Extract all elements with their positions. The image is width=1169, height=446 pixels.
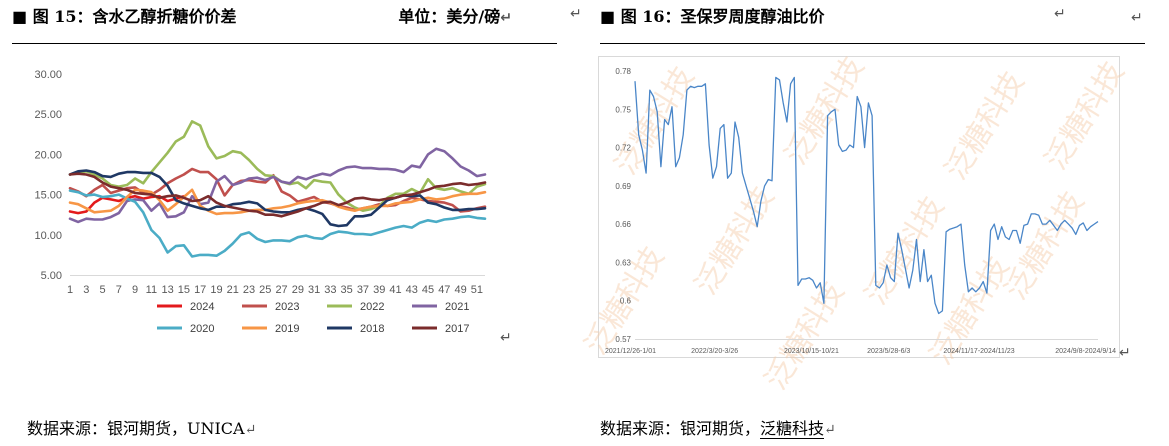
series-2021-line: [68, 147, 487, 224]
x-tick-label: 2023/10/15-10/21: [784, 348, 839, 355]
x-tick-label: 3: [83, 284, 89, 296]
figure-16-title-text: 图 16：圣保罗周度醇油比价: [620, 7, 825, 26]
x-tick-label: 45: [422, 284, 434, 296]
y-tick-label: 0.69: [615, 182, 631, 191]
source-text: 数据来源：银河期货，UNICA: [27, 419, 245, 438]
x-tick-label: 23: [243, 284, 255, 296]
x-tick-label: 5: [99, 284, 105, 296]
x-tick-label: 2024/11/17-2024/11/23: [943, 348, 1014, 355]
figure-15-title: ■ 图 15：含水乙醇折糖价价差: [12, 3, 237, 27]
title-rule: [600, 43, 1145, 44]
y-tick-label: 25.00: [34, 109, 62, 121]
return-mark-icon: ↵: [500, 330, 512, 346]
legend-2023-label: 2023: [275, 301, 299, 313]
x-tick-label: 2021/12/26-1/01: [605, 348, 656, 355]
figure-16-title: ■ 图 16：圣保罗周度醇油比价: [600, 3, 825, 27]
y-tick-label: 30.00: [34, 69, 62, 81]
return-mark-icon: ↵: [1054, 6, 1066, 22]
return-mark-icon: ↵: [570, 6, 582, 22]
watermark-text: 泛糖科技: [779, 51, 871, 170]
x-tick-label: 41: [389, 284, 401, 296]
source-text: 数据来源：银河期货，: [600, 419, 761, 438]
figure-15-unit: 单位：美分/磅↵: [398, 3, 512, 27]
x-tick-label: 27: [275, 284, 287, 296]
square-bullet-icon: ■: [600, 7, 616, 26]
y-tick-label: 0.6: [620, 297, 632, 306]
return-mark-icon: ↵: [1131, 10, 1143, 26]
return-mark-icon: ↵: [824, 422, 836, 438]
watermark-text: 泛糖科技: [939, 66, 1031, 185]
watermark-text: 泛糖科技: [689, 181, 781, 300]
y-tick-label: 20.00: [34, 149, 62, 161]
y-tick-label: 0.78: [615, 67, 631, 76]
figure-15-panel: ■ 图 15：含水乙醇折糖价价差 单位：美分/磅↵ 5.00 10.00 15.00…: [0, 0, 570, 446]
legend-2019-label: 2019: [275, 323, 299, 335]
title-rule: [12, 43, 557, 44]
series-2020-line: [68, 189, 487, 258]
x-tick-label: 1: [67, 284, 73, 296]
watermark-text: 泛糖科技: [859, 191, 951, 310]
watermark-text: 泛糖科技: [609, 61, 701, 180]
square-bullet-icon: ■: [12, 7, 28, 26]
x-tick-label: 39: [373, 284, 385, 296]
y-tick-label: 15.00: [34, 190, 62, 202]
watermark-text: 泛糖科技: [999, 186, 1091, 305]
x-tick-label: 11: [146, 284, 157, 296]
return-mark-icon: ↵: [500, 10, 512, 26]
ratio-series-line: [634, 76, 1099, 315]
series-2017-line: [68, 172, 487, 218]
legend-2020-label: 2020: [190, 323, 214, 335]
x-tick-label: 15: [178, 284, 190, 296]
x-tick-label: 2023/5/28-6/3: [867, 348, 910, 355]
y-tick-label: 0.66: [615, 220, 631, 229]
y-tick-label: 0.75: [615, 105, 631, 114]
x-tick-label: 7: [116, 284, 122, 296]
legend-2021-label: 2021: [445, 301, 469, 313]
y-tick-label: 10.00: [34, 230, 62, 242]
y-tick-label: 0.72: [615, 144, 631, 153]
figure-16-panel: ↵ ■ 图 16：圣保罗周度醇油比价 ↵ ↵ 泛糖科技 泛糖科技 泛糖科技 泛糖科技泛…: [570, 0, 1169, 446]
x-tick-label: 49: [454, 284, 466, 296]
x-tick-label: 29: [292, 284, 304, 296]
return-mark-icon: ↵: [1119, 345, 1131, 361]
unit-text: 单位：美分/磅: [398, 7, 501, 26]
figure-16-source: 数据来源：银河期货，泛糖科技↵: [600, 415, 836, 439]
legend-2024-label: 2024: [190, 301, 214, 313]
watermark-text: 泛糖科技: [759, 276, 851, 395]
legend-2022-label: 2022: [360, 301, 384, 313]
x-tick-label: 33: [324, 284, 336, 296]
y-tick-label: 0.57: [615, 335, 631, 344]
watermark-text: 泛糖科技: [1039, 56, 1131, 175]
figure-15-title-text: 图 15：含水乙醇折糖价价差: [32, 7, 237, 26]
x-tick-label: 47: [438, 284, 450, 296]
legend-2018-label: 2018: [360, 323, 384, 335]
x-tick-label: 9: [132, 284, 138, 296]
chart-frame: [598, 56, 1120, 358]
x-tick-label: 35: [341, 284, 353, 296]
x-tick-label: 2022/3/20-3/26: [691, 348, 738, 355]
x-tick-label: 43: [406, 284, 418, 296]
x-tick-label: 2024/9/8-2024/9/14: [1055, 348, 1116, 355]
y-tick-label: 5.00: [41, 270, 62, 282]
series-2018-line: [68, 169, 487, 228]
y-tick-label: 0.63: [615, 258, 631, 267]
source-brand: 泛糖科技: [760, 419, 825, 439]
x-tick-label: 31: [308, 284, 320, 296]
x-tick-label: 37: [357, 284, 369, 296]
legend-2017-label: 2017: [445, 323, 469, 335]
x-tick-label: 13: [162, 284, 174, 296]
x-tick-label: 25: [259, 284, 271, 296]
x-tick-label: 21: [227, 284, 239, 296]
series-2019-line: [68, 188, 487, 216]
figure-15-source: 数据来源：银河期货，UNICA↵: [27, 415, 256, 439]
x-tick-label: 17: [194, 284, 206, 296]
x-tick-label: 51: [471, 284, 483, 296]
return-mark-icon: ↵: [244, 422, 257, 438]
x-tick-label: 19: [210, 284, 222, 296]
